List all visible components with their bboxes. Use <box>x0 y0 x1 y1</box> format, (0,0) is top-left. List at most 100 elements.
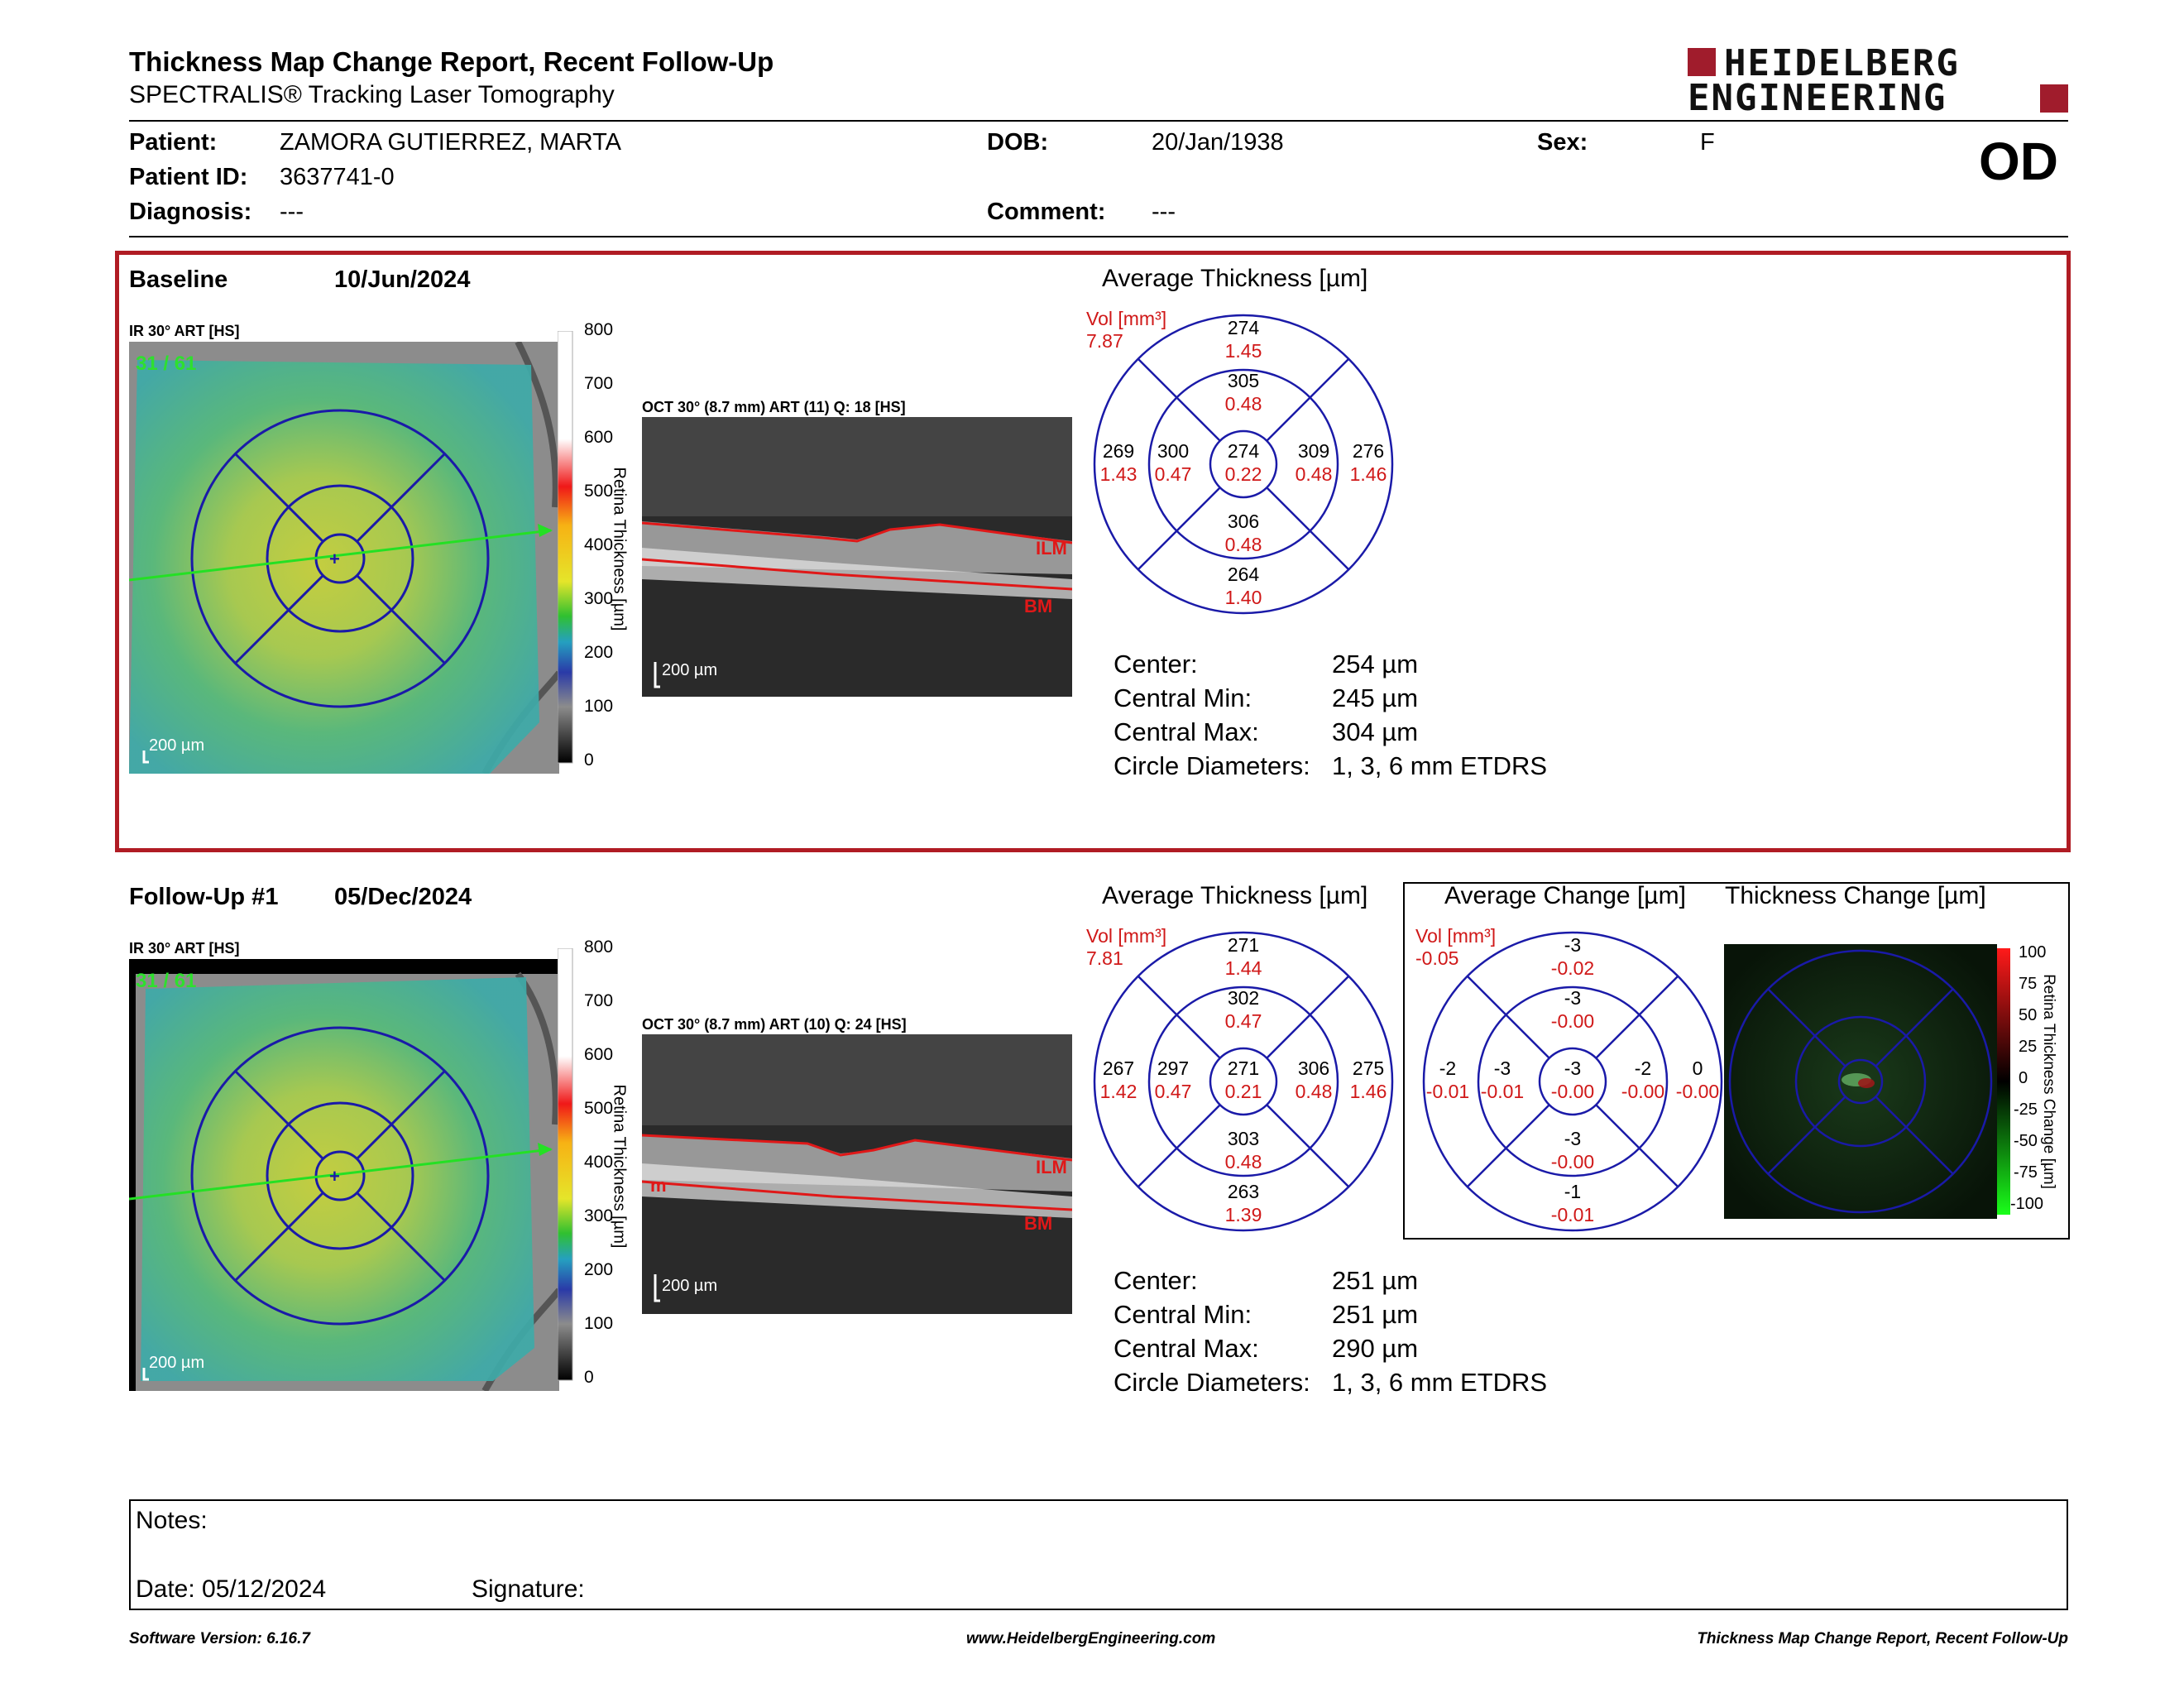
etdrs-center-volume: 0.22 <box>1225 463 1262 485</box>
etdrs-outer-nasal-volume: 1.46 <box>1350 1081 1387 1102</box>
baseline-scan-line <box>129 529 552 582</box>
etdrs-inner-temporal-value: 297 <box>1157 1057 1189 1079</box>
etdrs-outer-superior-value: 271 <box>1228 934 1259 956</box>
followup-colorbar-tick: 200 <box>584 1260 614 1279</box>
change-colorbar-tick: -100 <box>2010 1195 2044 1213</box>
followup-oct-bscan: ILM BM m 200 µm <box>642 1034 1072 1314</box>
followup-ir-label: IR 30° ART [HS] <box>129 940 240 957</box>
followup-stat-value: 251 µm <box>1332 1300 1419 1329</box>
baseline-stat-value: 245 µm <box>1332 683 1419 712</box>
change-colorbar-tick: -75 <box>2014 1163 2038 1182</box>
baseline-etdrs-grid-overlay <box>190 409 490 708</box>
patient-divider <box>129 236 2068 237</box>
center-cross-icon: + <box>329 1166 340 1187</box>
scale-bar-icon <box>654 1274 660 1302</box>
change-outer-superior-value: -3 <box>1564 934 1581 956</box>
change-title: Average Change [µm] <box>1444 882 1686 909</box>
baseline-colorbar-tick: 400 <box>584 535 614 554</box>
etdrs-inner-nasal-volume: 0.48 <box>1296 463 1333 485</box>
followup-colorbar-tick: 700 <box>584 991 614 1010</box>
followup-etdrs-grid-overlay <box>190 1026 490 1326</box>
thickness-change-map <box>1724 944 1997 1219</box>
baseline-ir-scale: 200 µm <box>149 736 204 755</box>
etdrs-inner-temporal-value: 300 <box>1157 440 1189 462</box>
change-outer-temporal-volume: -0.01 <box>1426 1081 1469 1102</box>
etdrs-center-volume: 0.21 <box>1225 1081 1262 1102</box>
etdrs-inner-superior-volume: 0.48 <box>1225 393 1262 415</box>
baseline-stat-label: Central Min: <box>1114 683 1252 712</box>
baseline-bm-line <box>642 558 1072 591</box>
followup-vol-label: Vol [mm³] <box>1086 925 1167 947</box>
followup-colorbar-tick: 800 <box>584 938 614 957</box>
baseline-stat-label: Central Max: <box>1114 717 1259 746</box>
baseline-colorbar-tick: 0 <box>584 750 594 770</box>
etdrs-inner-inferior-volume: 0.48 <box>1225 534 1262 555</box>
change-colorbar-tick: 0 <box>2019 1069 2028 1087</box>
followup-stat-label: Central Max: <box>1114 1334 1259 1363</box>
baseline-stat-label: Circle Diameters: <box>1114 751 1310 780</box>
change-center-value: -3 <box>1564 1057 1581 1079</box>
baseline-colorbar-label: Retina Thickness [µm] <box>610 467 629 631</box>
patient-label: Patient: <box>129 129 218 156</box>
followup-colorbar-tick: 500 <box>584 1099 614 1118</box>
notes-signature: Signature: <box>472 1575 585 1603</box>
change-outer-inferior-volume: -0.01 <box>1551 1204 1594 1225</box>
comment-label: Comment: <box>987 199 1106 225</box>
followup-date: 05/Dec/2024 <box>334 884 472 910</box>
followup-avg-title: Average Thickness [µm] <box>1102 882 1368 909</box>
patient-id: 3637741-0 <box>280 164 395 190</box>
notes-label: Notes: <box>136 1507 208 1534</box>
footer-software-version: Software Version: 6.16.7 <box>129 1630 310 1647</box>
baseline-stat-label: Center: <box>1114 650 1198 679</box>
scale-bar-icon <box>654 662 660 688</box>
dob-label: DOB: <box>987 129 1049 156</box>
change-inner-nasal-value: -2 <box>1635 1057 1651 1079</box>
change-outer-nasal-volume: -0.00 <box>1676 1081 1719 1102</box>
followup-vol-value: 7.81 <box>1086 947 1123 969</box>
followup-oct-label: OCT 30° (8.7 mm) ART (10) Q: 24 [HS] <box>642 1016 907 1033</box>
change-colorbar <box>1997 948 2010 1215</box>
etdrs-outer-superior-volume: 1.45 <box>1225 340 1262 362</box>
baseline-thickness-map: 31 / 61 + 200 µm <box>129 342 559 774</box>
baseline-colorbar-tick: 700 <box>584 374 614 393</box>
followup-ir-scale: 200 µm <box>149 1354 204 1372</box>
etdrs-inner-temporal-volume: 0.47 <box>1155 1081 1192 1102</box>
followup-colorbar-label: Retina Thickness [µm] <box>610 1084 629 1249</box>
etdrs-inner-nasal-value: 309 <box>1298 440 1329 462</box>
scale-bar-icon <box>142 750 149 764</box>
baseline-ir-counter: 31 / 61 <box>136 352 196 375</box>
logo-line2: ENGINEERING <box>1688 77 1947 119</box>
baseline-stat-value: 254 µm <box>1332 650 1419 679</box>
change-colorbar-tick: -25 <box>2014 1101 2038 1119</box>
report-title: Thickness Map Change Report, Recent Foll… <box>129 46 774 77</box>
etdrs-outer-inferior-value: 263 <box>1228 1181 1259 1202</box>
footer-report-name: Thickness Map Change Report, Recent Foll… <box>1697 1630 2068 1647</box>
baseline-colorbar-tick: 800 <box>584 320 614 339</box>
baseline-oct-scale: 200 µm <box>662 661 717 679</box>
etdrs-inner-inferior-value: 306 <box>1228 511 1259 532</box>
followup-stat-label: Central Min: <box>1114 1300 1252 1329</box>
comment-value: --- <box>1152 199 1176 225</box>
change-etdrs-chart: -3 -0.02 -3 -0.00 -2 -0.01 -3 -0.01 -3 -… <box>1422 931 1723 1232</box>
baseline-colorbar-tick: 300 <box>584 589 614 608</box>
etdrs-center-value: 271 <box>1228 1057 1259 1079</box>
followup-thickness-map: 31 / 61 + 200 µm <box>129 959 559 1391</box>
logo-red-square-icon <box>2040 84 2068 113</box>
change-inner-superior-value: -3 <box>1564 987 1581 1009</box>
followup-stat-label: Circle Diameters: <box>1114 1368 1310 1397</box>
change-outer-temporal-value: -2 <box>1439 1057 1456 1079</box>
baseline-colorbar <box>558 331 573 764</box>
change-panel <box>1403 882 2070 1240</box>
followup-m-label: m <box>650 1175 667 1196</box>
baseline-colorbar-tick: 500 <box>584 482 614 501</box>
change-inner-inferior-volume: -0.00 <box>1551 1151 1594 1172</box>
dob-value: 20/Jan/1938 <box>1152 129 1284 156</box>
report-subtitle: SPECTRALIS® Tracking Laser Tomography <box>129 81 615 108</box>
change-inner-nasal-volume: -0.00 <box>1621 1081 1664 1102</box>
etdrs-outer-superior-volume: 1.44 <box>1225 957 1262 979</box>
etdrs-outer-temporal-volume: 1.43 <box>1100 463 1138 485</box>
followup-ir-counter: 31 / 61 <box>136 970 196 992</box>
followup-scan-line <box>129 1148 552 1201</box>
change-colorbar-tick: 50 <box>2019 1006 2038 1024</box>
change-colorbar-tick: -50 <box>2014 1132 2038 1150</box>
